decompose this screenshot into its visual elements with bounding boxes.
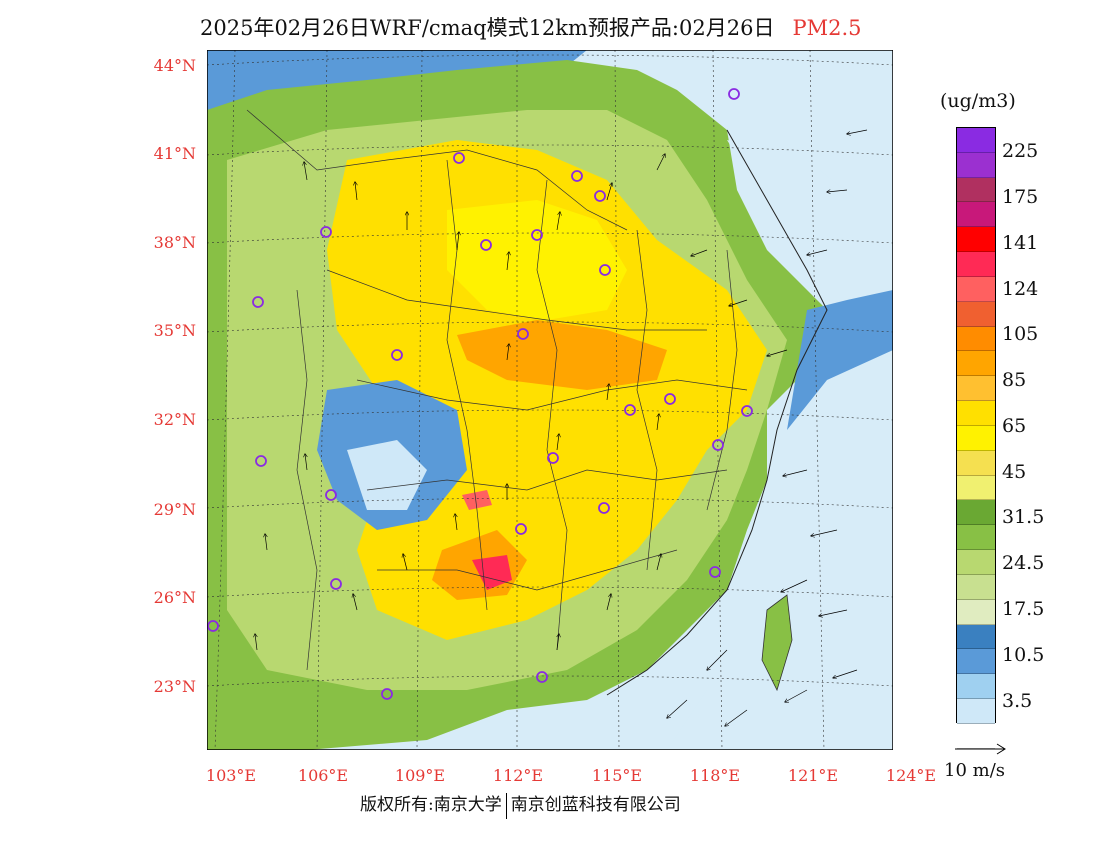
coastline: [606, 129, 828, 696]
colorbar-label: 225: [1002, 140, 1039, 162]
colorbar-segment: [957, 425, 995, 451]
colorbar-segment: [957, 276, 995, 302]
colorbar: [956, 127, 996, 749]
lat-label: 32°N: [153, 410, 196, 429]
colorbar-segment: [957, 128, 995, 153]
lon-label: 109°E: [394, 766, 446, 785]
colorbar-segment: [957, 152, 995, 178]
colorbar-segment: [957, 525, 995, 551]
lat-label: 23°N: [153, 677, 196, 696]
colorbar-label: 31.5: [1002, 506, 1045, 528]
colorbar-segment: [957, 475, 995, 501]
colorbar-units: (ug/m3): [940, 90, 1016, 112]
land-yellow-region: [327, 140, 767, 640]
wind-scale-arrow-icon: [955, 743, 1006, 755]
colorbar-segment: [957, 723, 995, 749]
colorbar-segment: [957, 177, 995, 203]
variable-name: PM2.5: [792, 16, 862, 40]
copyright-left: 版权所有:南京大学: [360, 795, 502, 815]
lat-label: 29°N: [153, 500, 196, 519]
taiwan-island: [761, 594, 793, 692]
lon-label: 106°E: [297, 766, 349, 785]
colorbar-label: 141: [1002, 232, 1039, 254]
lon-label: 112°E: [492, 766, 544, 785]
colorbar-segment: [957, 376, 995, 402]
lat-label: 44°N: [153, 56, 196, 75]
colorbar-segment: [957, 450, 995, 476]
colorbar-label: 85: [1002, 369, 1027, 391]
lon-label: 115°E: [591, 766, 643, 785]
colorbar-label: 45: [1002, 461, 1027, 483]
colorbar-segment: [957, 624, 995, 650]
colorbar-segment: [957, 326, 995, 352]
lon-label: 103°E: [205, 766, 257, 785]
colorbar-segment: [957, 674, 995, 700]
city-markers: [207, 88, 753, 700]
colorbar-label: 105: [1002, 323, 1039, 345]
colorbar-label: 124: [1002, 278, 1039, 300]
colorbar-segment: [957, 550, 995, 575]
pm25-map: [207, 50, 893, 750]
lat-label: 41°N: [153, 144, 196, 163]
footer-divider: [505, 792, 507, 819]
land-light-yellow-region: [447, 200, 627, 320]
coastal-blue: [787, 290, 893, 430]
yellow-sea: [727, 140, 893, 300]
copyright-right: 南京创蓝科技有限公司: [510, 795, 681, 815]
colorbar-segment: [957, 252, 995, 277]
map-title: 2025年02月26日WRF/cmaq模式12km预报产品:02月26日 PM2.…: [200, 12, 861, 42]
high-concentration-band: [457, 320, 667, 390]
colorbar-segment: [957, 227, 995, 253]
wind-vectors: [255, 129, 868, 726]
lat-label: 35°N: [153, 321, 196, 340]
graticule: [207, 50, 893, 750]
colorbar-label: 3.5: [1002, 690, 1033, 712]
colorbar-label: 10.5: [1002, 644, 1045, 666]
colorbar-segment: [957, 649, 995, 675]
colorbar-segment: [957, 351, 995, 377]
colorbar-segment: [957, 574, 995, 600]
east-china-sea: [667, 310, 893, 750]
colorbar-segment: [957, 401, 995, 426]
colorbar-segment: [957, 699, 995, 724]
lon-label: 124°E: [885, 766, 937, 785]
basin-light: [347, 440, 427, 510]
peak-concentration-center: [462, 490, 492, 510]
lon-label: 121°E: [787, 766, 839, 785]
province-boundaries: [246, 109, 748, 671]
lat-label: 38°N: [153, 233, 196, 252]
colorbar-label: 175: [1002, 186, 1039, 208]
colorbar-label: 17.5: [1002, 598, 1045, 620]
lat-label: 26°N: [153, 588, 196, 607]
copyright-footer: 版权所有:南京大学 南京创蓝科技有限公司: [360, 790, 681, 819]
lon-label: 118°E: [689, 766, 741, 785]
title-text: 2025年02月26日WRF/cmaq模式12km预报产品:02月26日: [200, 16, 775, 40]
colorbar-segment: [957, 599, 995, 625]
colorbar-segment: [957, 301, 995, 327]
colorbar-label: 65: [1002, 415, 1027, 437]
colorbar-label: 24.5: [1002, 552, 1045, 574]
colorbar-segment: [957, 500, 995, 526]
colorbar-segment: [957, 202, 995, 228]
wind-scale-label: 10 m/s: [944, 760, 1005, 781]
